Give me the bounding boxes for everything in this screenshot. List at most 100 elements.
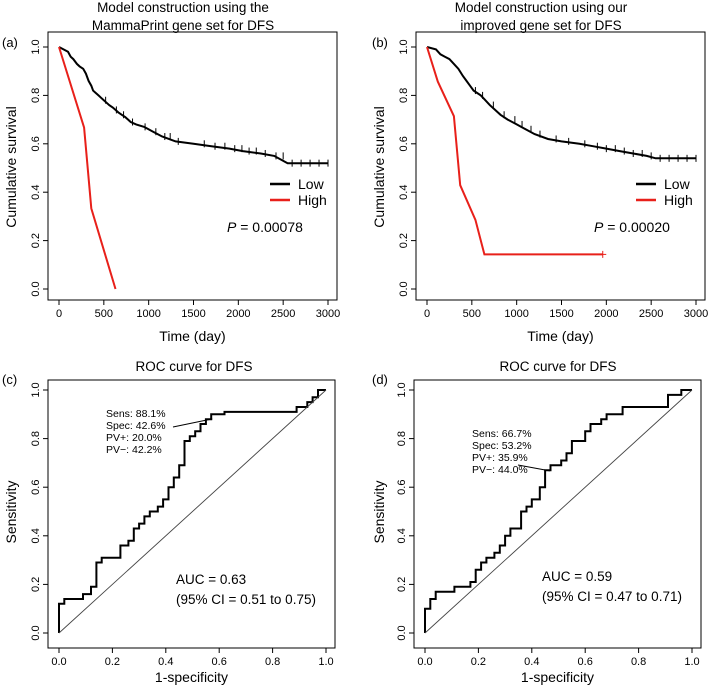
x-axis-label: Time (day) xyxy=(159,328,225,344)
chart-title-line: ROC curve for DFS xyxy=(499,359,616,374)
x-tick-label: 0.2 xyxy=(105,656,120,668)
y-tick-label: 1.0 xyxy=(396,382,408,397)
p-symbol: P xyxy=(594,219,604,235)
legend-label: Low xyxy=(298,176,325,192)
y-tick-label: 0.4 xyxy=(30,185,42,200)
roc-stat-line: Spec: 53.2% xyxy=(472,440,532,452)
chart-title-line: improved gene set for DFS xyxy=(460,18,621,33)
y-tick-label: 0.8 xyxy=(398,88,410,103)
x-tick-label: 3000 xyxy=(316,308,340,320)
panel-label: (d) xyxy=(372,372,388,387)
y-tick-label: 0.2 xyxy=(398,233,410,248)
x-tick-label: 2000 xyxy=(226,308,250,320)
auc-ci-text: (95% CI = 0.47 to 0.71) xyxy=(542,589,682,604)
y-tick-label: 0.0 xyxy=(396,625,408,640)
auc-text: AUC = 0.63 xyxy=(176,572,246,587)
chart-title-line: ROC curve for DFS xyxy=(135,359,252,374)
panel-d: ROC curve for DFS (d) 0.0 0.2 0.4 0.6 0.8 1.0 0.… xyxy=(371,359,702,685)
auc-ci-text: (95% CI = 0.51 to 0.75) xyxy=(176,592,316,607)
x-tick-label: 1.0 xyxy=(318,656,333,668)
chart-title-line: Model construction using our xyxy=(455,0,628,15)
x-tick-label: 1000 xyxy=(504,308,528,320)
panel-label: (b) xyxy=(372,35,388,50)
legend-label: High xyxy=(664,192,693,208)
series-low-line xyxy=(426,46,696,160)
series-roc-line xyxy=(424,389,692,633)
y-tick-label: 0.6 xyxy=(30,136,42,151)
x-tick-label: 2000 xyxy=(594,308,618,320)
plot-frame xyxy=(415,31,706,301)
y-tick-label: 0.4 xyxy=(396,528,408,543)
x-tick-label: 0.4 xyxy=(158,656,173,668)
x-tick-label: 1500 xyxy=(181,308,205,320)
x-tick-label: 500 xyxy=(95,308,113,320)
x-tick-label: 0.6 xyxy=(578,656,593,668)
p-value-text: P = 0.00020 xyxy=(594,219,670,235)
x-tick-label: 0.6 xyxy=(212,656,227,668)
legend-label: Low xyxy=(664,176,691,192)
plot-frame xyxy=(47,379,336,649)
plot-frame xyxy=(413,379,702,649)
series-reference-line xyxy=(424,389,693,634)
y-tick-label: 0.4 xyxy=(398,185,410,200)
roc-stat-line: Sens: 88.1% xyxy=(106,408,166,420)
roc-stat-line: PV+: 20.0% xyxy=(106,432,162,444)
x-tick-label: 1000 xyxy=(136,308,160,320)
roc-stat-line: PV+: 35.9% xyxy=(472,452,528,464)
x-tick-label: 0.0 xyxy=(417,656,432,668)
x-tick-label: 1.0 xyxy=(684,656,699,668)
series-low-line xyxy=(58,46,328,165)
roc-stat-line: PV−: 42.2% xyxy=(106,444,162,456)
series-roc-line xyxy=(58,389,326,633)
chart-title-line: Model construction using the xyxy=(97,0,269,15)
x-tick-label: 0 xyxy=(424,308,430,320)
y-axis-label: Cumulative survival xyxy=(371,106,387,227)
y-tick-label: 0.8 xyxy=(30,88,42,103)
x-tick-label: 2500 xyxy=(271,308,295,320)
y-tick-label: 0.4 xyxy=(30,528,42,543)
x-tick-label: 0.8 xyxy=(631,656,646,668)
chart-title-line: MammaPrint gene set for DFS xyxy=(92,18,274,33)
roc-stat-line: PV−: 44.0% xyxy=(472,464,528,476)
p-symbol: P xyxy=(227,219,237,235)
x-tick-label: 0 xyxy=(56,308,62,320)
y-tick-label: 1.0 xyxy=(398,39,410,54)
y-tick-label: 0.6 xyxy=(396,480,408,495)
p-value: = 0.00078 xyxy=(236,219,303,235)
x-tick-label: 0.8 xyxy=(265,656,280,668)
x-tick-label: 500 xyxy=(463,308,481,320)
plot-frame xyxy=(47,31,338,301)
x-tick-label: 0.0 xyxy=(51,656,66,668)
y-tick-label: 0.2 xyxy=(396,577,408,592)
x-tick-label: 3000 xyxy=(684,308,708,320)
series-high-line xyxy=(426,46,603,256)
y-tick-label: 0.8 xyxy=(396,431,408,446)
y-tick-label: 1.0 xyxy=(30,382,42,397)
roc-stat-line: Sens: 66.7% xyxy=(472,428,532,440)
y-tick-label: 1.0 xyxy=(30,39,42,54)
panel-label: (c) xyxy=(2,372,17,387)
panel-a: Model construction using the MammaPrint g… xyxy=(2,0,340,344)
y-axis-label: Sensitivity xyxy=(3,480,19,543)
roc-stat-line: Spec: 42.6% xyxy=(106,420,166,432)
x-axis-label: 1-specificity xyxy=(155,669,228,685)
p-value: = 0.00020 xyxy=(603,219,670,235)
y-tick-label: 0.2 xyxy=(30,233,42,248)
y-tick-label: 0.0 xyxy=(30,281,42,296)
p-value-text: P = 0.00078 xyxy=(227,219,303,235)
annotation-leader-line xyxy=(517,464,551,472)
annotation-leader-line xyxy=(172,418,213,428)
auc-text: AUC = 0.59 xyxy=(542,569,612,584)
y-tick-label: 0.0 xyxy=(30,625,42,640)
panel-label: (a) xyxy=(2,35,18,50)
y-tick-label: 0.6 xyxy=(30,480,42,495)
x-axis-label: 1-specificity xyxy=(521,669,594,685)
panel-c: ROC curve for DFS (c) 0.0 0.2 0.4 0.6 0.8 1.0 0.… xyxy=(2,359,336,685)
y-tick-label: 0.2 xyxy=(30,577,42,592)
legend-label: High xyxy=(298,192,327,208)
y-axis-label: Cumulative survival xyxy=(3,106,19,227)
series-high-line xyxy=(58,46,117,290)
x-tick-label: 0.2 xyxy=(471,656,486,668)
x-tick-label: 0.4 xyxy=(524,656,539,668)
panel-b: Model construction using our improved gen… xyxy=(371,0,708,344)
